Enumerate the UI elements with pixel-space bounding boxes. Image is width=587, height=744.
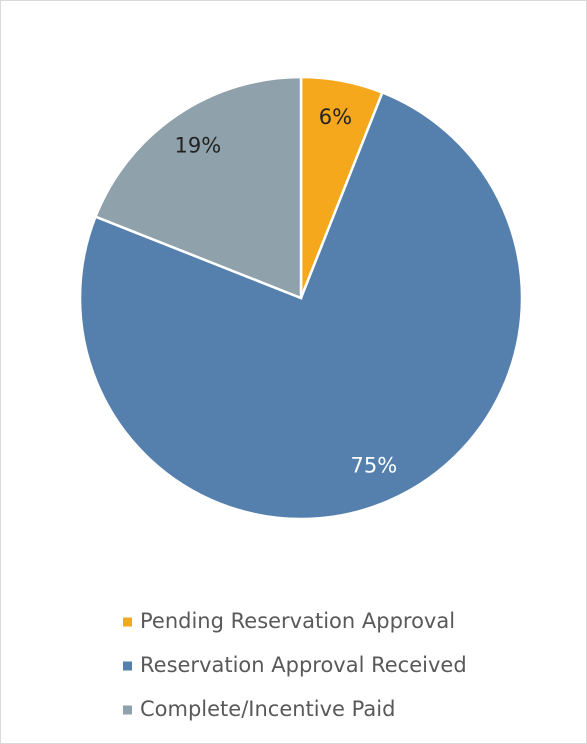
legend-swatch [123,705,132,715]
legend-swatch [123,617,132,627]
legend-swatch [123,661,132,671]
legend-label: Pending Reservation Approval [140,609,455,633]
data-label: 6% [319,105,352,129]
legend-label: Reservation Approval Received [140,653,467,677]
data-label: 19% [175,133,222,157]
legend-label: Complete/Incentive Paid [140,697,395,721]
pie-slice [93,75,303,300]
data-label: 75% [351,453,398,477]
pie-slice [78,90,524,521]
